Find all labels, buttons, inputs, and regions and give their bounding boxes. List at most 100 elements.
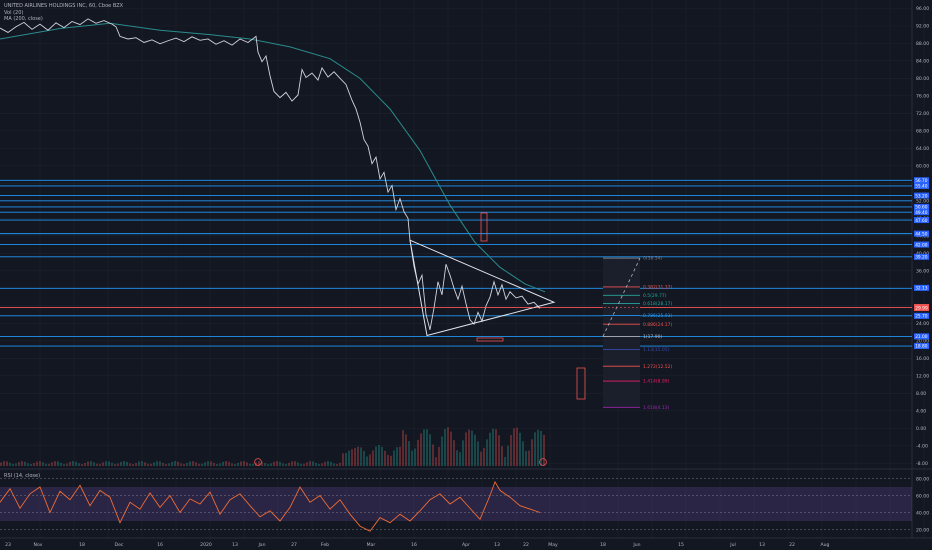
price-tick-label: 16.00	[916, 356, 929, 362]
volume-bar	[24, 461, 26, 466]
price-badge-label: 56.70	[915, 178, 928, 184]
price-tick-label: 68.00	[916, 129, 929, 135]
volume-bar	[528, 450, 530, 466]
volume-bar	[438, 446, 440, 466]
volume-bar	[525, 450, 527, 466]
volume-bar	[3, 461, 5, 466]
volume-bar	[312, 461, 314, 466]
volume-bar	[192, 461, 194, 466]
price-badge	[914, 182, 929, 189]
chart-legend: UNITED AIRLINES HOLDINGS INC, 60, Cboe B…	[4, 3, 123, 23]
price-tick-label: -4.00	[916, 444, 928, 450]
volume-bar	[441, 436, 443, 466]
rsi-pane: 80.00 60.00 40.00 20.00	[0, 476, 929, 533]
fib-projection-line	[602, 257, 641, 337]
volume-bar	[507, 445, 509, 466]
volume-bar	[66, 463, 68, 466]
fib-level-label: 1.414(8.99)	[643, 379, 670, 385]
volume-bar	[420, 433, 422, 466]
price-tick-label: 36.00	[916, 269, 929, 275]
highlight-box-small	[476, 337, 504, 342]
volume-bar	[387, 454, 389, 466]
volume-bar	[168, 463, 170, 466]
volume-bar	[501, 446, 503, 466]
price-tick-label: 0.00	[916, 426, 926, 432]
price-tick-label: 4.00	[916, 409, 926, 415]
volume-bar	[291, 461, 293, 466]
volume-bar	[234, 463, 236, 466]
volume-bar	[162, 462, 164, 466]
volume-bar	[93, 462, 95, 466]
fib-level-label: 1.13(15.05)	[643, 347, 670, 353]
price-badge-label: 25.70	[915, 314, 928, 320]
volume-bar	[300, 463, 302, 466]
volume-bar	[33, 463, 35, 466]
volume-bar	[42, 462, 44, 466]
time-tick-label: Feb	[321, 542, 329, 548]
time-tick-label: Apr	[462, 542, 470, 548]
volume-bar	[522, 441, 524, 466]
volume-bar	[144, 462, 146, 466]
volume-bar	[63, 463, 65, 466]
time-axis: 23 Nov 18 Dec 16 2020 13 Jan 27 Feb Mar 16 Apr 13 22 Ma…	[5, 542, 829, 548]
volume-bar	[159, 461, 161, 466]
volume-bar	[252, 463, 254, 466]
volume-bar	[27, 463, 29, 466]
volume-bar	[447, 427, 449, 466]
volume-bar	[342, 453, 344, 466]
volume-bar	[423, 429, 425, 466]
volume-bar	[174, 461, 176, 466]
price-axis: 96.00 92.00 88.00 84.00 80.00 76.00 72.00 68.00…	[914, 6, 929, 467]
volume-bar	[228, 461, 230, 466]
volume-bar	[510, 435, 512, 466]
time-tick-label: 22	[789, 542, 795, 548]
time-tick-label: Dec	[115, 542, 124, 548]
rsi-band	[0, 487, 912, 521]
volume-bar	[318, 463, 320, 466]
price-tick-label: 8.00	[916, 391, 926, 397]
volume-bar	[375, 446, 377, 466]
volume-bar	[12, 463, 14, 466]
time-tick-label: 23	[5, 542, 11, 548]
volume-bar	[249, 463, 251, 466]
volume-bar	[336, 463, 338, 466]
volume-bar	[210, 461, 212, 466]
volume-bar	[180, 463, 182, 466]
rsi-label: RSI (14, close)	[4, 473, 41, 479]
volume-bar	[105, 461, 107, 466]
volume-bar	[474, 434, 476, 466]
current-price-label: 29.99	[915, 305, 928, 311]
triangle-pattern	[409, 239, 556, 337]
volume-bar	[138, 461, 140, 466]
volume-bar	[495, 429, 497, 466]
volume-bar	[471, 430, 473, 466]
time-tick-label: Jun	[632, 542, 640, 548]
volume-bar	[516, 427, 518, 466]
time-tick-label: 2020	[200, 542, 212, 548]
volume-bar	[261, 461, 263, 466]
volume-bar	[384, 450, 386, 466]
volume-bar	[258, 461, 260, 466]
time-tick-label: Mar	[367, 542, 376, 548]
volume-bar	[54, 461, 56, 466]
volume-bar	[201, 463, 203, 466]
volume-bar	[486, 439, 488, 466]
time-tick-label: May	[548, 542, 558, 548]
time-tick-label: 27	[291, 542, 297, 548]
volume-bar	[540, 430, 542, 466]
volume-bar	[483, 447, 485, 466]
volume-bar	[69, 461, 71, 466]
volume-bar	[339, 462, 341, 466]
volume-bar	[327, 461, 329, 466]
volume-bar	[0, 462, 2, 466]
volume-bar	[426, 429, 428, 466]
volume-bar	[81, 463, 83, 466]
volume-bar	[255, 462, 257, 466]
fib-level-label: 0.886(24.17)	[643, 322, 673, 328]
volume-bar	[99, 463, 101, 466]
volume-bar	[468, 429, 470, 466]
rsi-tick-label: 20.00	[916, 527, 929, 533]
volume-bar	[171, 461, 173, 466]
volume-bar	[51, 462, 53, 466]
